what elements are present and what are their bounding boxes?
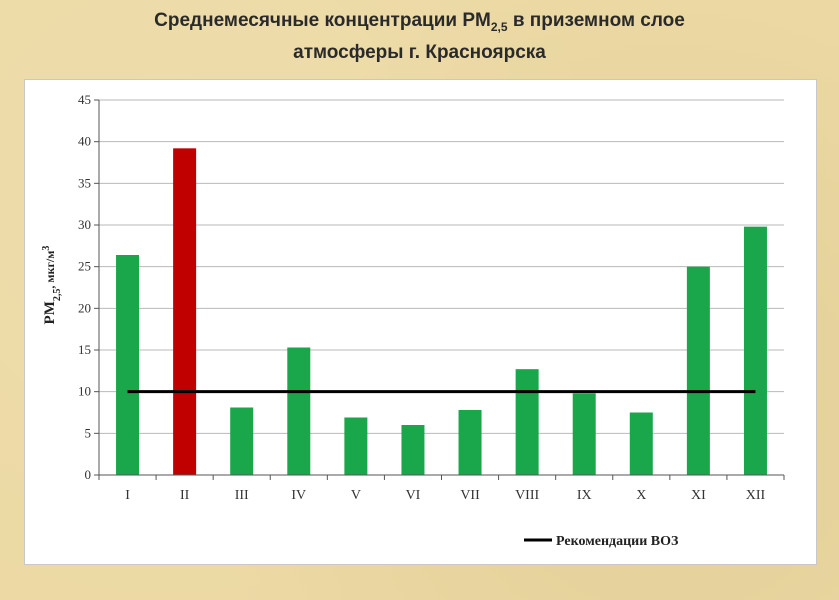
chart-panel xyxy=(24,79,817,565)
y-tick-label: 30 xyxy=(78,217,91,232)
y-tick-label: 25 xyxy=(78,259,91,274)
bar-I xyxy=(116,255,140,475)
bar-V xyxy=(344,417,368,475)
bar-VII xyxy=(458,410,482,475)
x-tick-label: III xyxy=(235,488,249,503)
chart-title: Среднемесячные концентрации PM2,5 в приз… xyxy=(0,8,839,66)
y-tick-label: 20 xyxy=(78,300,91,315)
bar-XII xyxy=(743,226,767,475)
bar-X xyxy=(629,412,653,475)
x-tick-label: VIII xyxy=(515,488,539,503)
x-tick-label: V xyxy=(351,488,361,503)
x-tick-label: VI xyxy=(406,488,421,503)
x-tick-label: IX xyxy=(577,488,592,503)
bar-VIII xyxy=(515,369,539,475)
grid-lines xyxy=(99,99,784,434)
bar-XI xyxy=(686,266,710,475)
y-tick-label: 5 xyxy=(85,425,92,440)
bar-IX xyxy=(572,393,596,475)
y-axis-label: PM2,5, мкг/м3 xyxy=(41,246,63,325)
y-tick-label: 10 xyxy=(78,384,91,399)
x-tick-label: XII xyxy=(746,488,766,503)
title-line-1: Среднемесячные концентрации PM2,5 в приз… xyxy=(154,10,685,34)
x-tick-label: VII xyxy=(460,488,480,503)
x-tick-label: IV xyxy=(291,488,306,503)
x-tick-label: II xyxy=(180,488,190,503)
x-tick-label: X xyxy=(636,488,646,503)
y-tick-label: 45 xyxy=(78,92,91,107)
title-line-2: атмосферы г. Красноярска xyxy=(293,41,546,63)
legend-label: Рекомендации ВОЗ xyxy=(556,534,678,549)
y-tick-label: 35 xyxy=(78,175,91,190)
y-tick-label: 15 xyxy=(78,342,91,357)
bar-II xyxy=(173,148,197,476)
x-tick-label: I xyxy=(125,488,130,503)
x-tick-label: XI xyxy=(691,488,706,503)
legend: Рекомендации ВОЗ xyxy=(524,534,678,549)
y-tick-label: 0 xyxy=(85,467,92,482)
bar-IV xyxy=(287,347,311,475)
bars xyxy=(116,148,767,476)
bar-VI xyxy=(401,425,425,475)
bar-III xyxy=(230,407,254,475)
y-tick-label: 40 xyxy=(78,134,91,149)
